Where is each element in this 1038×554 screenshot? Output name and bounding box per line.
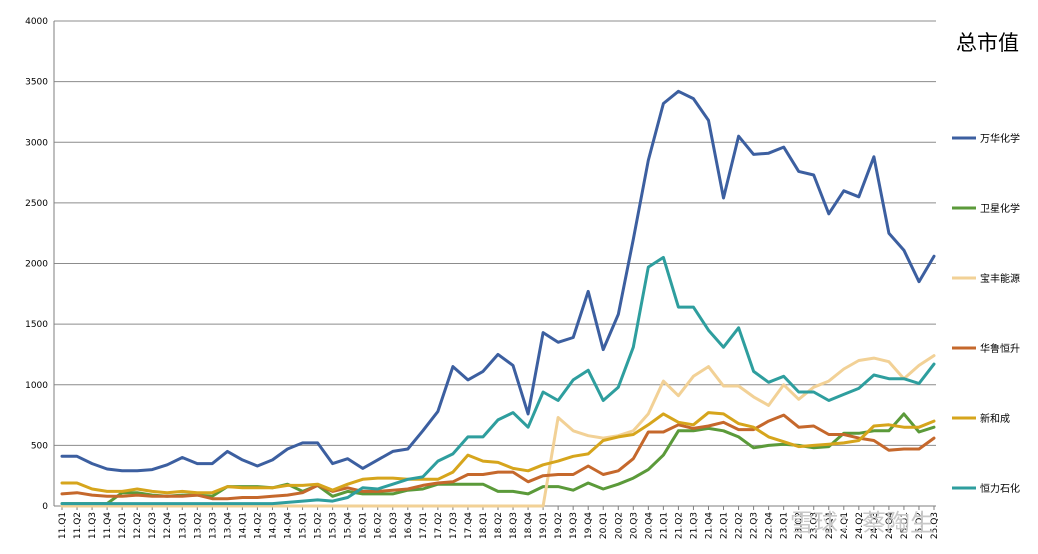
x-tick-label: 17.Q4 <box>464 512 474 539</box>
x-tick-label: 24.Q1 <box>840 512 850 539</box>
x-tick-label: 13.Q1 <box>178 512 188 539</box>
series-line-4 <box>60 411 936 495</box>
x-tick-label: 16.Q3 <box>389 512 399 539</box>
y-tick-label: 0 <box>42 502 48 512</box>
x-tick-label: 18.Q1 <box>479 512 489 539</box>
x-tick-label: 16.Q1 <box>359 512 369 539</box>
y-tick-label: 500 <box>31 441 48 451</box>
x-tick-label: 12.Q1 <box>118 512 128 539</box>
y-tick-label: 4000 <box>25 17 48 27</box>
y-tick-label: 3000 <box>25 138 48 148</box>
x-tick-label: 15.Q3 <box>329 512 339 539</box>
x-tick-label: 21.Q2 <box>674 512 684 539</box>
x-tick-label: 13.Q4 <box>223 512 233 539</box>
y-tick-label: 1500 <box>25 320 48 330</box>
x-tick-label: 14.Q4 <box>284 512 294 539</box>
x-axis-ticks: 11.Q1 11.Q2 11.Q3 11.Q4 12.Q1 12.Q2 12.Q3 12.Q4… <box>58 506 940 539</box>
legend-label: 卫星化学 <box>980 202 1020 215</box>
x-tick-label: 21.Q4 <box>704 512 714 539</box>
x-tick-label: 20.Q4 <box>644 512 654 539</box>
x-tick-label: 25.Q2 <box>915 512 925 539</box>
x-tick-label: 19.Q1 <box>539 512 549 539</box>
x-tick-label: 20.Q1 <box>599 512 609 539</box>
x-tick-label: 15.Q4 <box>344 512 354 539</box>
x-tick-label: 15.Q1 <box>299 512 309 539</box>
x-tick-label: 21.Q3 <box>689 512 699 539</box>
x-tick-label: 11.Q2 <box>73 512 83 539</box>
x-tick-label: 24.Q4 <box>885 512 895 539</box>
series-line-5 <box>60 255 936 506</box>
x-tick-label: 18.Q4 <box>524 512 534 539</box>
x-tick-label: 16.Q4 <box>404 512 414 539</box>
series-line-2 <box>60 354 936 508</box>
gridlines <box>53 20 936 507</box>
x-tick-label: 22.Q1 <box>720 512 730 539</box>
legend-label: 恒力石化 <box>980 482 1020 495</box>
x-tick-label: 12.Q3 <box>148 512 158 539</box>
x-tick-label: 25.Q3 <box>930 512 940 539</box>
legend-label: 新和成 <box>980 412 1010 425</box>
x-tick-label: 23.Q3 <box>810 512 820 539</box>
x-tick-label: 19.Q4 <box>584 512 594 539</box>
x-tick-label: 20.Q3 <box>629 512 639 539</box>
y-tick-label: 1000 <box>25 381 48 391</box>
x-tick-label: 11.Q4 <box>103 512 113 539</box>
x-tick-label: 19.Q3 <box>569 512 579 539</box>
y-axis-ticks: 0 500 1000 1500 2000 2500 3000 3500 4000 <box>25 17 48 512</box>
series-line-0 <box>60 89 936 473</box>
x-tick-label: 13.Q2 <box>193 512 203 539</box>
watermark-text: 雪球：蔡陶生 <box>790 509 934 537</box>
x-tick-label: 14.Q1 <box>238 512 248 539</box>
x-tick-label: 17.Q2 <box>434 512 444 539</box>
x-tick-label: 14.Q2 <box>253 512 263 539</box>
x-tick-label: 22.Q4 <box>765 512 775 539</box>
x-tick-label: 13.Q3 <box>208 512 218 539</box>
x-tick-label: 25.Q1 <box>900 512 910 539</box>
x-tick-label: 23.Q4 <box>825 512 835 539</box>
x-tick-label: 11.Q1 <box>58 512 68 539</box>
x-tick-label: 23.Q1 <box>780 512 790 539</box>
legend-label: 宝丰能源 <box>980 272 1020 285</box>
x-tick-label: 19.Q2 <box>554 512 564 539</box>
y-tick-label: 2500 <box>25 199 48 209</box>
x-tick-label: 18.Q2 <box>494 512 504 539</box>
legend-label: 华鲁恒升 <box>980 342 1020 355</box>
x-tick-label: 15.Q2 <box>314 512 324 539</box>
x-tick-label: 20.Q2 <box>614 512 624 539</box>
x-tick-label: 17.Q1 <box>419 512 429 539</box>
x-tick-label: 18.Q3 <box>509 512 519 539</box>
y-tick-label: 2000 <box>25 260 48 270</box>
y-tick-label: 3500 <box>25 78 48 88</box>
x-tick-label: 16.Q2 <box>374 512 384 539</box>
x-tick-label: 14.Q3 <box>268 512 278 539</box>
x-tick-label: 12.Q4 <box>163 512 173 539</box>
x-tick-label: 12.Q2 <box>133 512 143 539</box>
x-tick-label: 24.Q3 <box>870 512 880 539</box>
chart-title: 总市值 <box>956 31 1019 55</box>
x-tick-label: 24.Q2 <box>855 512 865 539</box>
x-tick-label: 22.Q3 <box>750 512 760 539</box>
x-tick-label: 11.Q3 <box>88 512 98 539</box>
x-tick-label: 23.Q2 <box>795 512 805 539</box>
series-lines <box>60 89 936 508</box>
x-tick-label: 17.Q3 <box>449 512 459 539</box>
x-tick-label: 21.Q1 <box>659 512 669 539</box>
x-tick-label: 22.Q2 <box>735 512 745 539</box>
series-line-3 <box>60 413 936 501</box>
legend-label: 万华化学 <box>980 132 1020 145</box>
